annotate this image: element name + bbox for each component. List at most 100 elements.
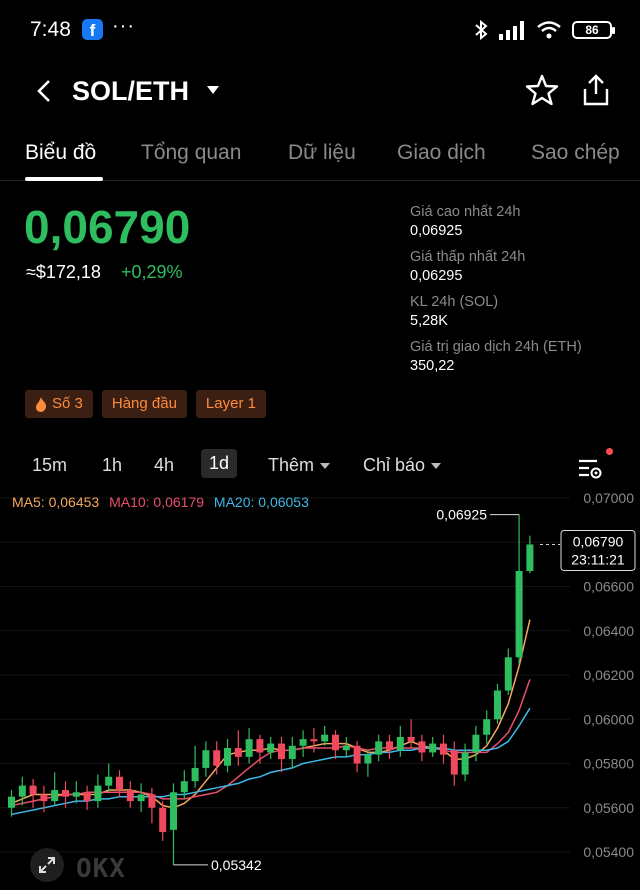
signal-icon [499, 21, 524, 40]
tag-layer1[interactable]: Layer 1 [195, 390, 266, 418]
interval-1h[interactable]: 1h [102, 455, 123, 475]
stat-low-label: Giá thấp nhất 24h [410, 249, 526, 265]
back-button[interactable] [30, 76, 60, 106]
candle-body [29, 785, 37, 795]
candle-body [72, 792, 80, 797]
indicators-dropdown[interactable]: Chỉ báo [363, 455, 442, 476]
candle-body [504, 657, 512, 691]
ma10-label: MA10: 0,06179 [109, 494, 205, 510]
tag-top[interactable]: Hàng đầu [101, 390, 187, 418]
ma-lines [11, 619, 531, 816]
candle-body [375, 741, 383, 755]
status-time: 7:48 [30, 18, 71, 41]
notification-dot [606, 448, 613, 455]
candle-body [429, 743, 437, 753]
candle-body [267, 743, 275, 753]
tab-overview[interactable]: Tổng quan [141, 141, 242, 164]
interval-1d[interactable]: 1d [201, 449, 238, 478]
stat-low-value: 0,06295 [410, 268, 463, 284]
candle-body [299, 739, 307, 746]
candle-body [526, 544, 534, 572]
candle-body [515, 571, 523, 658]
candle-body [256, 739, 264, 753]
candle-body [440, 743, 447, 755]
current-price-box [560, 529, 636, 571]
stat-high-value: 0,06925 [410, 223, 463, 239]
more-notifications-icon: ··· [112, 15, 135, 37]
candle-body [407, 736, 415, 742]
y-tick-label: 0,05400 [583, 844, 634, 860]
candle-body [148, 794, 156, 808]
candle-body [386, 741, 393, 751]
interval-15m[interactable]: 15m [32, 455, 68, 475]
current-price-label: 0,06790 [573, 533, 624, 549]
pair-dropdown-icon[interactable] [206, 85, 220, 95]
tag-rank[interactable]: Số 3 [25, 390, 93, 418]
candle-body [40, 794, 48, 802]
y-tick-label: 0,05800 [583, 756, 634, 772]
candles [8, 514, 534, 865]
chevron-down-icon [320, 463, 331, 470]
candle-body [224, 748, 231, 766]
candle-body [191, 767, 199, 782]
candle-body [472, 734, 480, 753]
last-price: 0,06790 [24, 201, 191, 253]
tab-data[interactable]: Dữ liệu [288, 141, 356, 164]
candle-countdown-label: 23:11:21 [571, 551, 625, 567]
tab-copy[interactable]: Sao chép [531, 141, 620, 164]
candle-body [310, 739, 318, 742]
candle-body [18, 785, 26, 797]
candle-body [396, 736, 404, 751]
tag-layer1-label: Layer 1 [205, 395, 256, 412]
y-tick-label: 0,06000 [583, 711, 634, 727]
candle-body [288, 745, 296, 760]
low-marker-label: 0,05342 [211, 857, 262, 873]
candle-body [234, 748, 242, 757]
interval-4h[interactable]: 4h [154, 455, 175, 475]
candlestick-chart[interactable]: 0,070000,068000,066000,064000,062000,060… [0, 488, 640, 890]
tab-bar: Biểu đồ Tổng quan Dữ liệu Giao dịch Sao … [0, 135, 640, 181]
tab-trade[interactable]: Giao dịch [397, 141, 486, 164]
candle-body [51, 790, 59, 802]
y-tick-label: 0,05600 [583, 800, 634, 816]
status-indicators: 86 [474, 18, 615, 42]
candle-body [483, 719, 491, 735]
chevron-down-icon [431, 463, 442, 470]
candle-body [245, 739, 253, 757]
header: SOL/ETH [0, 68, 640, 114]
more-intervals-dropdown[interactable]: Thêm [268, 455, 331, 476]
y-tick-label: 0,06600 [583, 579, 634, 595]
candle-body [137, 794, 145, 802]
candle-body [418, 741, 426, 753]
okx-watermark-logo: OKX [76, 854, 126, 884]
usd-price: ≈$172,18 [26, 262, 101, 282]
candle-body [180, 781, 188, 793]
stat-volume-value: 5,28K [410, 313, 448, 329]
share-button[interactable] [580, 72, 612, 108]
wifi-icon [537, 21, 561, 39]
candle-body [332, 734, 339, 751]
price-change: +0,29% [121, 262, 183, 282]
candle-body [159, 807, 167, 833]
tag-rank-label: Số 3 [52, 395, 83, 412]
stat-turnover-value: 350,22 [410, 358, 455, 374]
chart-annotations: 0,06925 0,05342 0,06790 23:11:21 [173, 507, 636, 873]
candle-body [278, 743, 285, 760]
active-tab-indicator [25, 177, 103, 181]
tab-chart[interactable]: Biểu đồ [25, 141, 97, 164]
y-tick-label: 0,06200 [583, 667, 634, 683]
y-tick-label: 0,06400 [583, 623, 634, 639]
fullscreen-icon[interactable] [30, 848, 64, 882]
candle-body [353, 745, 361, 764]
ma-legend: MA5: 0,06453 MA10: 0,06179 MA20: 0,06053 [12, 494, 315, 510]
ma20-label: MA20: 0,06053 [213, 494, 309, 510]
pair-title[interactable]: SOL/ETH [72, 76, 190, 106]
interval-bar: 15m 1h 4h 1d Thêm Chỉ báo [0, 448, 640, 484]
favorite-star-button[interactable] [524, 72, 560, 108]
stat-turnover-label: Giá trị giao dịch 24h (ETH) [410, 339, 582, 355]
candle-body [364, 754, 372, 764]
chart-settings-icon[interactable] [576, 454, 604, 482]
tag-top-label: Hàng đầu [111, 395, 177, 412]
ma5-label: MA5: 0,06453 [12, 494, 100, 510]
fire-icon [35, 396, 47, 412]
